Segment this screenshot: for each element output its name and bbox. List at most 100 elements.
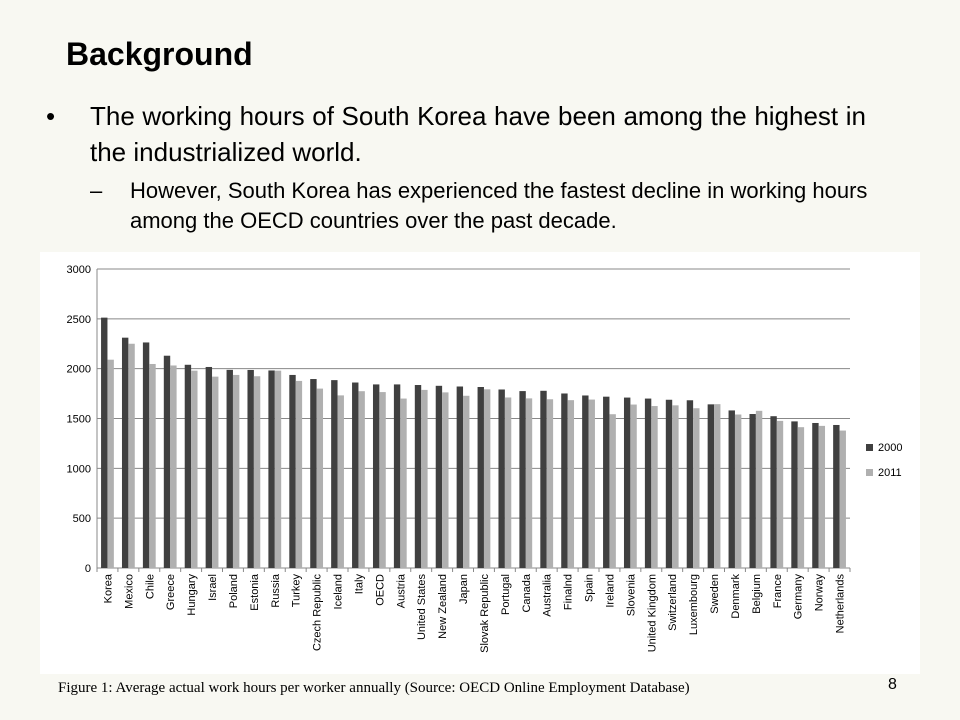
page-number: 8 — [888, 676, 897, 693]
x-tick-label: Austria — [395, 573, 407, 608]
bar-chart: 0 500 1000 1500 2000 2500 3000 Korea Mexico Chile… — [67, 264, 903, 653]
x-tick-label: Greece — [165, 574, 177, 610]
bar-2000 — [603, 396, 610, 568]
x-tick-label: Canada — [521, 573, 533, 612]
bar-2011 — [672, 405, 679, 568]
x-tick-label: Slovak Republic — [479, 574, 491, 653]
x-tick-label: Finalnd — [563, 574, 575, 610]
y-tick-label: 0 — [85, 563, 91, 575]
x-tick-label: Chile — [144, 574, 156, 599]
bar-2011 — [400, 398, 407, 568]
x-tick-label: United States — [416, 574, 428, 641]
x-tick-label: Israel — [207, 574, 219, 601]
bar-2011 — [734, 414, 742, 568]
x-tick-label: Australia — [542, 573, 554, 617]
x-tick-label: OECD — [374, 574, 386, 606]
dash-icon: – — [90, 178, 103, 203]
y-tick-label: 2000 — [67, 364, 91, 376]
bar-2011 — [567, 400, 575, 568]
bar-2000 — [582, 395, 589, 568]
y-tick-label: 1500 — [67, 414, 91, 426]
y-tick-label: 1000 — [67, 463, 91, 475]
y-tick-label: 3000 — [67, 264, 91, 276]
bar-2011 — [714, 404, 721, 568]
bar-2000 — [101, 317, 108, 568]
bar-2011 — [609, 414, 616, 568]
bar-2000 — [519, 391, 526, 568]
bar-2011 — [232, 374, 240, 568]
bar-2000 — [644, 398, 652, 568]
bar-2000 — [142, 342, 150, 568]
x-tick-label: Turkey — [291, 574, 303, 608]
x-tick-label: Belgium — [751, 574, 763, 614]
bar-2011 — [442, 392, 449, 568]
y-tick-label: 2500 — [67, 314, 91, 326]
bar-2000 — [121, 337, 129, 568]
x-tick-label: Spain — [584, 574, 596, 602]
chart-area: 0 500 1000 1500 2000 2500 3000 Korea Mexico Chile… — [40, 252, 920, 674]
legend-label: 2011 — [878, 467, 902, 479]
bar-2000 — [184, 364, 192, 568]
bar-2011 — [170, 365, 177, 568]
bar-2011 — [379, 392, 386, 568]
x-tick-label: Mexico — [123, 574, 135, 609]
x-tick-label: Estonia — [249, 573, 261, 611]
bar-2000 — [707, 404, 715, 568]
bar-2000 — [247, 369, 254, 568]
bar-2011 — [149, 363, 156, 568]
bar-2000 — [393, 384, 401, 568]
bar-2000 — [226, 369, 233, 568]
bar-2000 — [477, 387, 484, 568]
bar-2011 — [107, 359, 114, 568]
bar-2011 — [797, 427, 805, 568]
bar-2011 — [337, 395, 344, 568]
x-tick-label: Russia — [270, 573, 282, 608]
x-tick-label: New Zealand — [437, 574, 449, 639]
bar-2011 — [588, 399, 595, 568]
bar-2011 — [504, 397, 512, 568]
bar-2000 — [352, 382, 359, 568]
bar-2011 — [316, 388, 324, 568]
bar-2011 — [274, 370, 282, 568]
x-tick-label: Denmark — [730, 574, 742, 619]
bar-2000 — [456, 386, 464, 568]
bar-2000 — [665, 399, 673, 568]
x-tick-label: Slovenia — [625, 573, 637, 616]
slide-title: Background — [66, 36, 253, 72]
bar-2000 — [163, 355, 171, 568]
bar-2000 — [770, 416, 777, 568]
sub-bullet-text: However, South Korea has experienced the… — [130, 178, 868, 233]
bar-2000 — [414, 385, 422, 568]
bar-2000 — [728, 410, 735, 568]
bar-2011 — [191, 370, 198, 568]
x-tick-label: United Kingdom — [646, 574, 658, 652]
bar-2000 — [561, 393, 568, 568]
x-tick-label: Sweden — [709, 574, 721, 614]
bar-2000 — [686, 400, 694, 568]
bar-2000 — [435, 385, 443, 568]
x-tick-label: Hungary — [186, 574, 198, 616]
bar-2000 — [310, 379, 317, 568]
bar-2011 — [776, 420, 784, 568]
bar-2011 — [651, 406, 658, 568]
bar-2011 — [839, 430, 846, 568]
bar-2011 — [525, 398, 533, 568]
bar-2011 — [253, 376, 261, 568]
bar-2011 — [421, 389, 428, 568]
x-tick-label: France — [772, 574, 784, 608]
legend-swatch — [866, 444, 873, 451]
legend-label: 2000 — [878, 442, 902, 454]
bar-2000 — [331, 380, 338, 568]
bar-2000 — [812, 422, 819, 568]
legend-swatch — [866, 469, 873, 476]
x-tick-label: Poland — [228, 574, 240, 608]
bar-2011 — [212, 376, 219, 568]
bar-2000 — [205, 366, 213, 568]
bar-2011 — [358, 391, 365, 568]
x-tick-label: Netherlands — [835, 574, 847, 634]
x-tick-label: Iceland — [333, 574, 345, 609]
bar-2011 — [818, 425, 826, 568]
bar-2011 — [463, 395, 470, 568]
x-tick-label: Ireland — [604, 574, 616, 608]
bar-2011 — [630, 404, 637, 568]
